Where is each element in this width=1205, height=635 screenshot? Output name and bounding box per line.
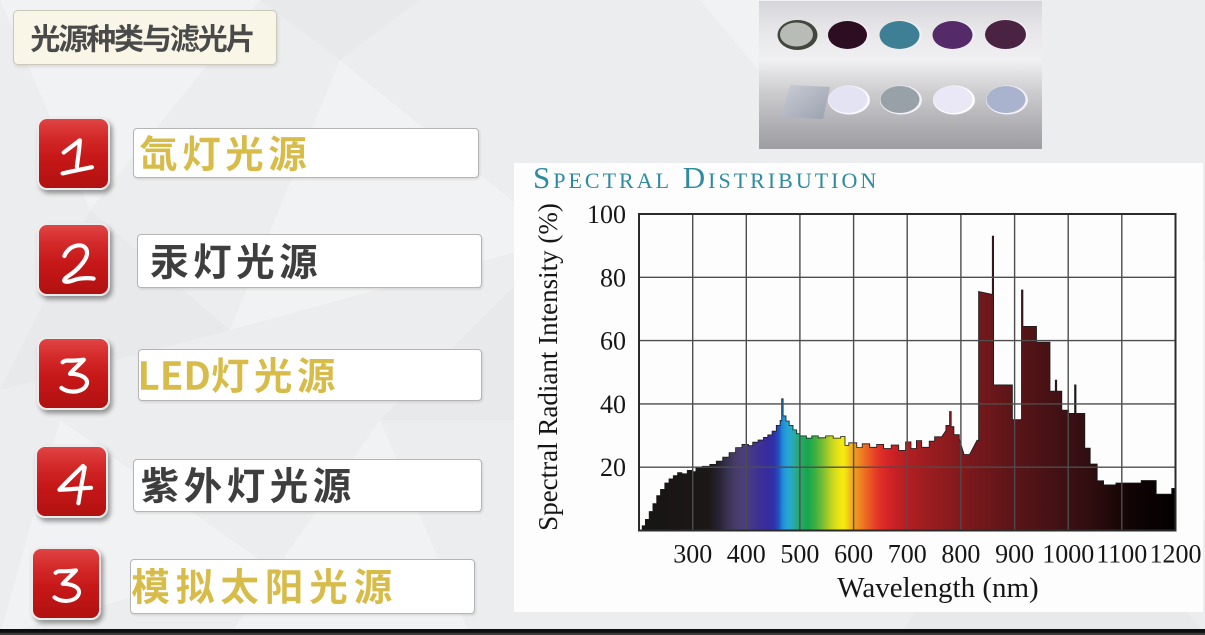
svg-text:60: 60 xyxy=(600,327,626,356)
svg-text:400: 400 xyxy=(727,540,766,569)
svg-text:1200: 1200 xyxy=(1150,540,1202,569)
svg-text:300: 300 xyxy=(673,540,712,569)
svg-text:100: 100 xyxy=(587,200,626,229)
svg-text:Wavelength (nm): Wavelength (nm) xyxy=(837,572,1038,604)
svg-text:1100: 1100 xyxy=(1096,540,1147,569)
svg-text:Spectral Distribution: Spectral Distribution xyxy=(533,163,879,195)
svg-text:Spectral Radiant Intensity (%): Spectral Radiant Intensity (%) xyxy=(533,203,563,531)
svg-text:600: 600 xyxy=(834,540,873,569)
svg-text:900: 900 xyxy=(995,540,1034,569)
svg-text:800: 800 xyxy=(941,540,980,569)
svg-text:1000: 1000 xyxy=(1042,540,1094,569)
svg-text:500: 500 xyxy=(780,540,819,569)
svg-text:40: 40 xyxy=(600,390,626,419)
svg-text:80: 80 xyxy=(600,263,626,292)
svg-text:20: 20 xyxy=(600,453,626,482)
svg-text:700: 700 xyxy=(888,540,927,569)
